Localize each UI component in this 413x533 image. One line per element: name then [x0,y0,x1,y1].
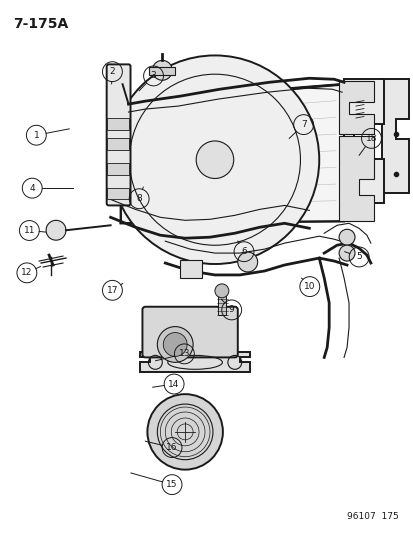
Text: 16: 16 [166,443,177,452]
Bar [180,260,202,278]
Circle shape [237,252,257,272]
Text: 7: 7 [300,120,306,129]
Bar [107,188,128,199]
Text: 12: 12 [21,268,33,277]
Text: 4: 4 [29,184,35,192]
Bar [107,118,128,130]
Text: 8: 8 [136,194,142,203]
Text: 13: 13 [178,349,190,358]
Polygon shape [120,84,343,223]
Text: 14: 14 [168,379,179,389]
Text: 11: 11 [24,226,35,235]
Polygon shape [343,79,383,204]
Text: 1: 1 [33,131,39,140]
Text: 9: 9 [228,305,234,314]
Circle shape [157,327,192,362]
Text: 6: 6 [240,247,246,256]
Bar [107,138,128,150]
Polygon shape [140,352,249,372]
FancyBboxPatch shape [142,306,237,358]
Text: 15: 15 [166,480,177,489]
Circle shape [46,220,66,240]
Circle shape [163,333,187,357]
Circle shape [152,60,172,80]
Polygon shape [381,79,408,193]
Circle shape [196,141,233,179]
Circle shape [147,394,222,470]
Bar [217,293,225,314]
Circle shape [338,245,354,261]
Bar [107,163,128,175]
Circle shape [338,229,354,245]
Text: 96107  175: 96107 175 [346,512,398,521]
Text: 5: 5 [356,253,361,262]
Polygon shape [338,81,373,134]
Text: 18: 18 [365,134,376,143]
FancyBboxPatch shape [107,64,130,205]
Text: 17: 17 [107,286,118,295]
Text: 3: 3 [150,71,156,80]
Text: 7-175A: 7-175A [13,17,69,31]
Circle shape [110,55,318,264]
Text: 2: 2 [109,67,115,76]
Text: 10: 10 [303,282,315,291]
Circle shape [214,284,228,298]
Polygon shape [338,136,373,221]
Bar [149,67,175,75]
